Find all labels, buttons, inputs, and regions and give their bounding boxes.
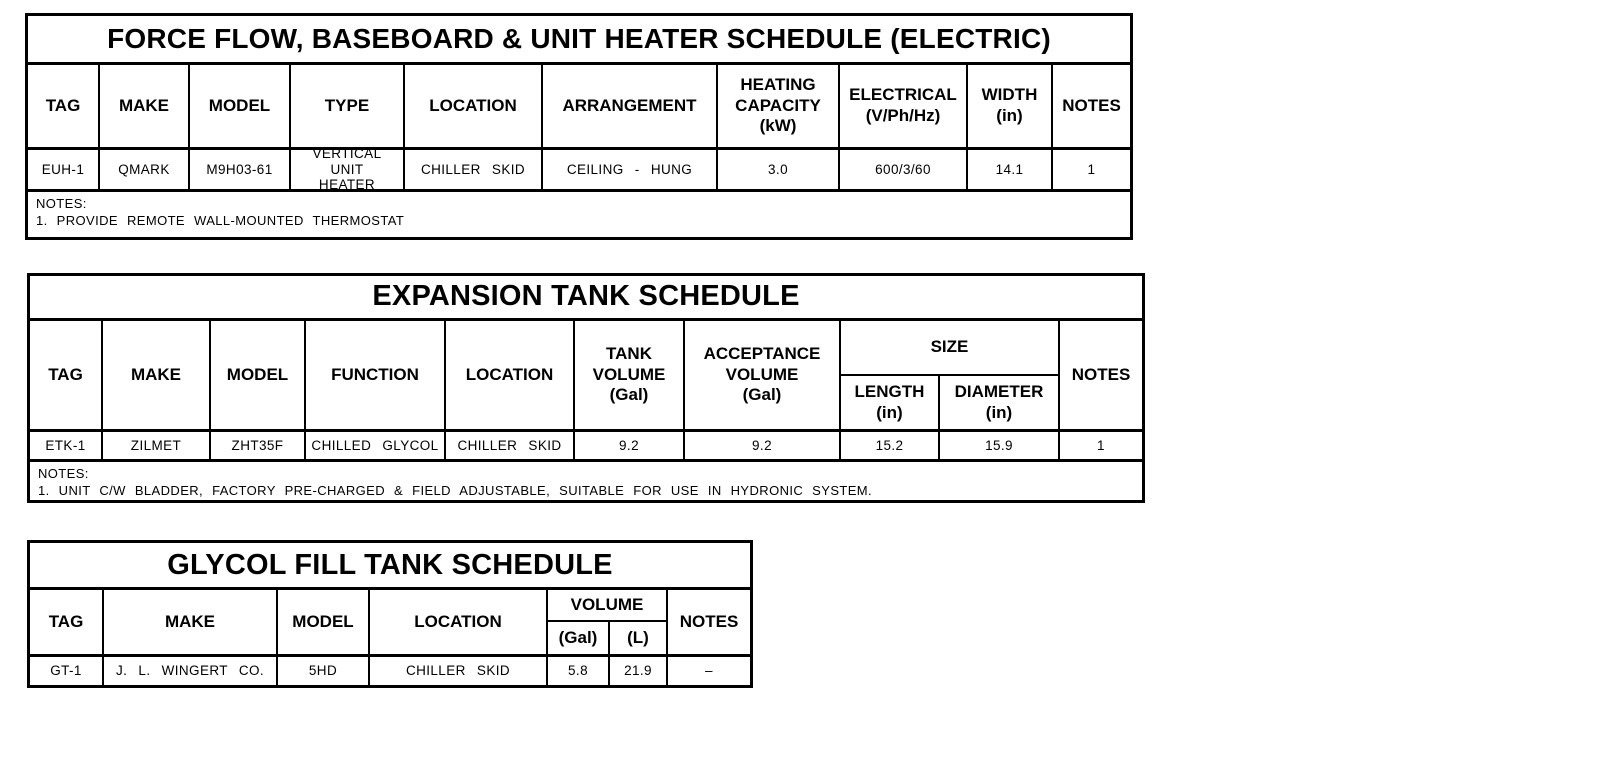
cell-function: CHILLED GLYCOL [306, 432, 446, 460]
col-header-width: WIDTH (in) [968, 65, 1053, 147]
col-header-model: MODEL [278, 590, 370, 654]
cell-location: CHILLER SKID [370, 657, 548, 685]
cell-diameter: 15.9 [940, 432, 1060, 460]
col-header-notes: NOTES [679, 611, 739, 631]
cell-notes: 1 [1087, 161, 1096, 177]
cell-tank-volume: 9.2 [575, 432, 685, 460]
col-header-type: TYPE [291, 65, 405, 147]
col-header-model: MODEL [190, 65, 291, 147]
cell-volume-gal: 5.8 [548, 657, 610, 685]
col-header-make: MAKE [100, 65, 190, 147]
cell-location: CHILLER SKID [446, 432, 575, 460]
cell-heating-capacity: 3.0 [718, 150, 840, 189]
col-header-notes: NOTES [1062, 95, 1121, 115]
col-header-size: SIZE [841, 321, 1058, 376]
col-header-arrangement: ARRANGEMENT [543, 65, 718, 147]
cell-model: M9H03-61 [190, 150, 291, 189]
cell-type: VERTICAL UNIT HEATER [291, 146, 405, 192]
notes-label: NOTES: [38, 466, 89, 482]
cell-make: ZILMET [103, 432, 211, 460]
cell-arrangement: CEILING - HUNG [543, 150, 718, 189]
cell-tag: GT-1 [30, 657, 104, 685]
col-header-function: FUNCTION [306, 320, 446, 430]
volume-column-group: VOLUME (Gal) (L) [548, 590, 668, 654]
cell-volume-l: 21.9 [610, 657, 668, 685]
col-header-make: MAKE [103, 320, 211, 430]
cell-electrical: 600/3/60 [840, 150, 968, 189]
col-header-electrical: ELECTRICAL (V/Ph/Hz) [840, 65, 968, 147]
col-header-heating-capacity: HEATING CAPACITY (kW) [718, 65, 840, 147]
notes-block: NOTES: 1. UNIT C/W BLADDER, FACTORY PRE-… [30, 462, 1142, 500]
note-item: 1. PROVIDE REMOTE WALL-MOUNTED THERMOSTA… [36, 212, 405, 228]
cell-length: 15.2 [841, 432, 940, 460]
cell-make: QMARK [100, 150, 190, 189]
col-header-model: MODEL [211, 320, 306, 430]
table-row: EUH-1 QMARK M9H03-61 VERTICAL UNIT HEATE… [28, 146, 1130, 192]
col-header-location: LOCATION [405, 65, 543, 147]
note-item: 1. UNIT C/W BLADDER, FACTORY PRE-CHARGED… [38, 483, 873, 499]
cell-model: ZHT35F [211, 432, 306, 460]
expansion-tank-schedule: EXPANSION TANK SCHEDULE TAG MAKE MODEL F… [27, 273, 1145, 503]
header-row: TAG MAKE MODEL FUNCTION LOCATION TANK VO… [30, 320, 1142, 433]
cell-tag: EUH-1 [28, 150, 100, 189]
table-title: EXPANSION TANK SCHEDULE [30, 276, 1142, 321]
table-title: GLYCOL FILL TANK SCHEDULE [30, 543, 750, 590]
cell-width: 14.1 [968, 150, 1053, 189]
glycol-fill-tank-schedule: GLYCOL FILL TANK SCHEDULE TAG MAKE MODEL… [27, 540, 753, 688]
cell-make: J. L. WINGERT CO. [104, 657, 278, 685]
table-title: FORCE FLOW, BASEBOARD & UNIT HEATER SCHE… [28, 16, 1130, 65]
cell-notes: 1 [1097, 438, 1105, 453]
col-header-location: LOCATION [446, 320, 575, 430]
col-header-tag: TAG [30, 590, 104, 654]
col-header-tag: TAG [28, 65, 100, 147]
col-header-length: LENGTH (in) [841, 375, 940, 430]
col-header-volume-l: (L) [627, 627, 649, 647]
cell-notes: – [705, 663, 713, 679]
header-row: TAG MAKE MODEL LOCATION VOLUME (Gal) (L)… [30, 590, 750, 657]
cell-tag: ETK-1 [30, 432, 103, 460]
col-header-tank-volume: TANK VOLUME (Gal) [575, 320, 685, 430]
cell-acceptance-volume: 9.2 [685, 432, 841, 460]
col-header-tag: TAG [30, 320, 103, 430]
col-header-diameter: DIAMETER (in) [954, 381, 1044, 422]
cell-location: CHILLER SKID [405, 150, 543, 189]
col-header-make: MAKE [104, 590, 278, 654]
col-header-acceptance-volume: ACCEPTANCE VOLUME (Gal) [685, 320, 841, 430]
col-header-location: LOCATION [370, 590, 548, 654]
header-row: TAG MAKE MODEL TYPE LOCATION ARRANGEMENT… [28, 65, 1130, 150]
size-column-group: SIZE LENGTH (in) DIAMETER (in) [841, 320, 1060, 430]
force-flow-unit-heater-schedule: FORCE FLOW, BASEBOARD & UNIT HEATER SCHE… [25, 13, 1133, 240]
notes-block: NOTES: 1. PROVIDE REMOTE WALL-MOUNTED TH… [28, 192, 1130, 237]
table-row: ETK-1 ZILMET ZHT35F CHILLED GLYCOL CHILL… [30, 432, 1142, 463]
table-row: GT-1 J. L. WINGERT CO. 5HD CHILLER SKID … [30, 657, 750, 685]
notes-label: NOTES: [36, 196, 87, 211]
col-header-notes: NOTES [1071, 364, 1131, 384]
col-header-volume: VOLUME [548, 590, 666, 622]
col-header-volume-gal: (Gal) [548, 622, 610, 654]
cell-model: 5HD [278, 657, 370, 685]
